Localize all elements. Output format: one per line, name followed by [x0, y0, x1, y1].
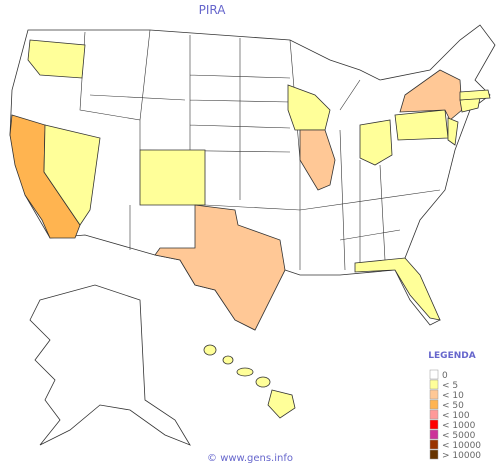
legend-swatch	[429, 369, 439, 380]
state	[43, 124, 101, 226]
us-map	[9, 24, 496, 331]
legend-label: < 50	[442, 401, 464, 411]
legend-label: > 10000	[442, 451, 481, 461]
state	[27, 39, 86, 79]
state	[299, 129, 336, 191]
state	[447, 117, 459, 146]
map-title: PIRA	[199, 3, 227, 17]
state	[399, 69, 463, 121]
state	[354, 257, 441, 321]
legend-title: LEGENDA	[428, 351, 475, 361]
footer: © www.gens.info	[207, 453, 293, 464]
legend-swatch	[429, 449, 439, 460]
state	[139, 149, 206, 206]
legend-label: < 1000	[442, 421, 476, 431]
legend-swatch	[429, 389, 439, 400]
legend: 0< 5< 10< 50< 100< 1000< 5000< 10000> 10…	[429, 369, 481, 461]
legend-swatch	[429, 429, 439, 440]
state	[154, 204, 286, 331]
us-outline	[9, 24, 496, 331]
legend-swatch	[429, 409, 439, 420]
legend-label: 0	[442, 371, 448, 381]
legend-swatch	[429, 419, 439, 430]
alaska	[29, 284, 191, 446]
state	[394, 109, 449, 141]
legend-label: < 10	[442, 391, 464, 401]
hawaii	[203, 344, 296, 419]
legend-label: < 10000	[442, 441, 481, 451]
state	[359, 119, 393, 166]
legend-swatch	[429, 439, 439, 450]
state-borders	[79, 29, 441, 271]
legend-label: < 100	[442, 411, 470, 421]
legend-swatch	[429, 399, 439, 410]
legend-label: < 5000	[442, 431, 476, 441]
legend-label: < 5	[442, 381, 458, 391]
legend-swatch	[429, 379, 439, 390]
state	[459, 89, 491, 101]
